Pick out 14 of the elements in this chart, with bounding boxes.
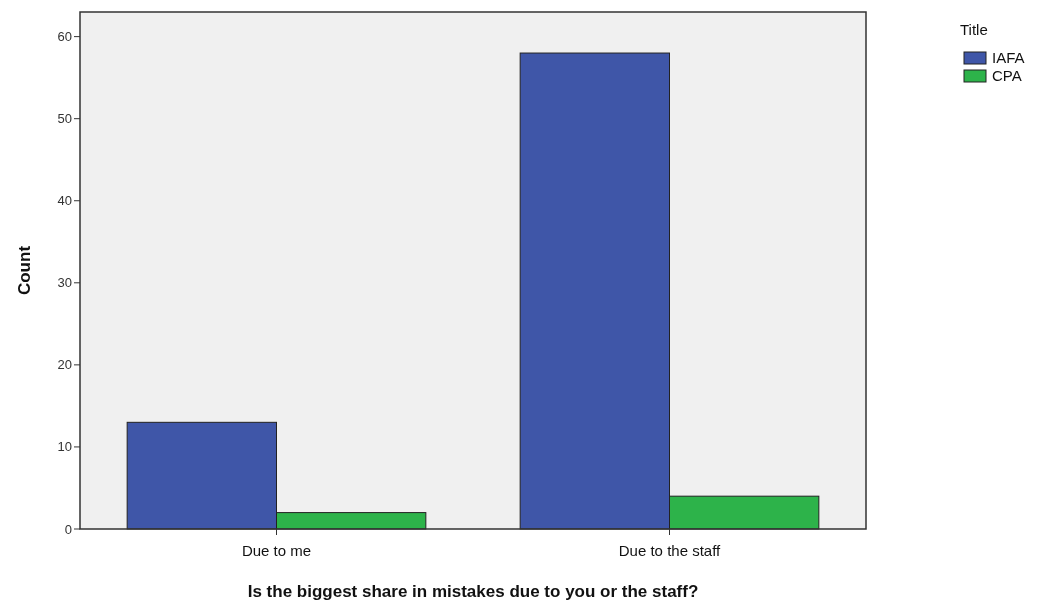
y-tick-label: 30 xyxy=(57,275,72,291)
x-axis-title: Is the biggest share in mistakes due to you or the staff? xyxy=(247,582,699,601)
y-tick-label: 0 xyxy=(64,521,72,537)
y-axis-title: Count xyxy=(15,245,34,296)
legend-label: CPA xyxy=(992,67,1022,85)
y-tick-label: 50 xyxy=(57,111,72,127)
legend-title: Title xyxy=(960,21,988,38)
y-tick-label: 10 xyxy=(57,439,72,455)
x-tick-label: Due to me xyxy=(241,542,312,559)
y-tick-label: 20 xyxy=(57,357,72,373)
legend-label: IAFA xyxy=(992,49,1025,67)
y-tick-label: 60 xyxy=(57,29,72,45)
x-tick-label: Due to the staff xyxy=(618,542,722,559)
y-tick-label: 40 xyxy=(57,193,72,209)
